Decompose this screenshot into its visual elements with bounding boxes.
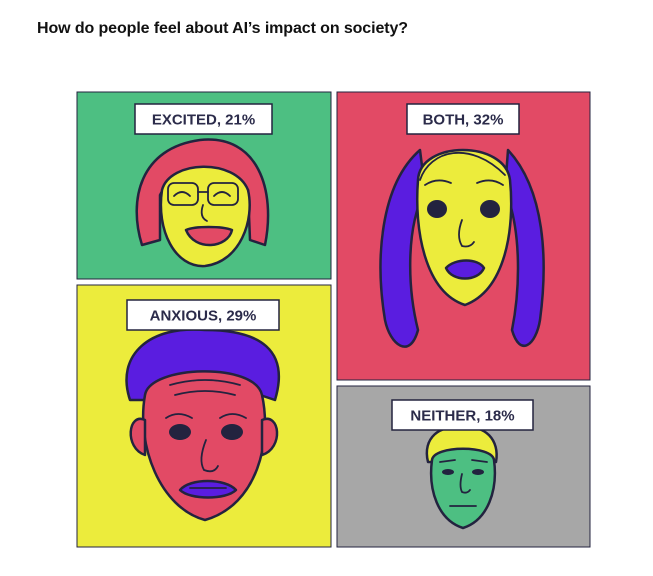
panel-neither: NEITHER, 18%: [336, 385, 591, 548]
label-box-excited: [134, 103, 273, 135]
label-box-neither: [391, 399, 534, 431]
excited-face-icon: [135, 138, 270, 268]
panel-both: BOTH, 32%: [336, 91, 591, 381]
anxious-face-icon: [125, 328, 281, 522]
both-face-icon: [379, 148, 545, 348]
chart-title: How do people feel about AI’s impact on …: [37, 20, 408, 37]
label-excited: EXCITED, 21%: [152, 112, 255, 129]
label-anxious: ANXIOUS, 29%: [150, 308, 257, 325]
label-box-anxious: [126, 299, 280, 331]
label-box-both: [406, 103, 520, 135]
panel-excited: EXCITED, 21%: [76, 91, 332, 280]
label-both: BOTH, 32%: [423, 112, 504, 129]
label-neither: NEITHER, 18%: [410, 408, 514, 425]
panel-anxious: ANXIOUS, 29%: [76, 284, 332, 548]
